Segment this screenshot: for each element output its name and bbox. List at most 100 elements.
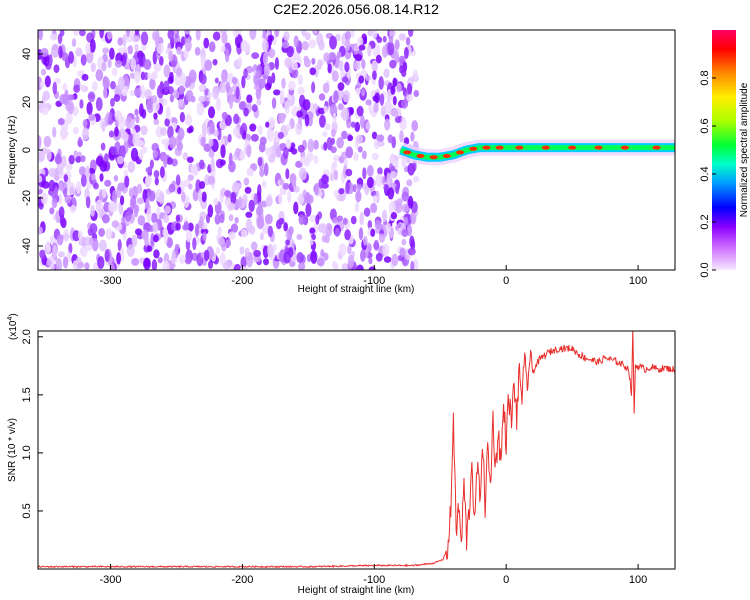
noise-blob xyxy=(259,136,267,146)
noise-blob xyxy=(149,159,154,169)
noise-blob xyxy=(354,53,363,62)
noise-blob xyxy=(39,249,46,259)
noise-blob xyxy=(356,134,364,144)
noise-blob xyxy=(390,107,399,118)
noise-blob xyxy=(40,80,45,89)
noise-blob xyxy=(267,243,274,258)
signal-peak xyxy=(456,150,465,155)
noise-blob xyxy=(291,148,298,155)
noise-blob xyxy=(283,146,289,160)
noise-blob xyxy=(67,100,75,115)
noise-blob xyxy=(207,106,216,119)
noise-blob xyxy=(257,125,263,136)
noise-blob xyxy=(313,155,319,164)
noise-blob xyxy=(309,67,317,76)
noise-blob xyxy=(309,238,314,246)
noise-blob xyxy=(310,250,318,264)
noise-blob xyxy=(69,204,77,213)
noise-blob xyxy=(89,236,94,246)
noise-blob xyxy=(162,214,170,224)
noise-blob xyxy=(101,214,110,224)
noise-blob xyxy=(283,31,290,41)
noise-blob xyxy=(333,155,341,162)
noise-blob xyxy=(58,181,63,192)
noise-blob xyxy=(219,159,226,166)
noise-blob xyxy=(239,246,245,255)
noise-blob xyxy=(412,175,420,183)
noise-blob xyxy=(336,137,344,149)
noise-blob xyxy=(358,75,365,84)
noise-blob xyxy=(178,84,185,95)
noise-blob xyxy=(394,39,400,51)
noise-blob xyxy=(286,46,294,58)
noise-blob xyxy=(127,134,132,149)
noise-blob xyxy=(143,257,151,270)
noise-blob xyxy=(384,118,391,131)
noise-blob xyxy=(313,30,318,35)
noise-blob xyxy=(336,215,344,222)
noise-blob xyxy=(233,113,240,125)
noise-blob xyxy=(148,190,156,202)
noise-blob xyxy=(267,34,275,42)
noise-blob xyxy=(153,170,160,178)
noise-blob xyxy=(188,125,194,133)
noise-blob xyxy=(383,68,390,79)
noise-blob xyxy=(184,114,193,126)
noise-blob xyxy=(282,182,290,190)
noise-blob xyxy=(278,112,287,120)
noise-blob xyxy=(68,242,73,255)
noise-blob xyxy=(367,219,373,230)
noise-blob xyxy=(410,260,415,270)
page-title: C2E2.2026.056.08.14.R12 xyxy=(273,1,439,17)
noise-blob xyxy=(403,137,410,145)
noise-blob xyxy=(168,50,174,62)
noise-blob xyxy=(232,126,240,137)
noise-blob xyxy=(129,196,136,210)
noise-blob xyxy=(73,150,79,158)
noise-blob xyxy=(284,100,291,114)
noise-blob xyxy=(345,168,353,177)
noise-blob xyxy=(147,72,152,80)
noise-blob xyxy=(262,52,269,66)
noise-blob xyxy=(200,136,206,147)
noise-blob xyxy=(136,197,145,205)
noise-blob xyxy=(291,61,299,71)
noise-blob xyxy=(75,156,82,163)
noise-blob xyxy=(134,43,139,51)
spectrogram-noise xyxy=(38,30,420,270)
noise-blob xyxy=(409,235,415,249)
noise-blob xyxy=(381,45,388,58)
noise-blob xyxy=(198,95,206,103)
noise-blob xyxy=(220,44,226,53)
noise-blob xyxy=(184,258,192,265)
noise-blob xyxy=(204,59,213,71)
noise-blob xyxy=(347,244,352,255)
noise-blob xyxy=(263,258,269,266)
noise-blob xyxy=(303,55,309,63)
noise-blob xyxy=(265,121,270,128)
noise-blob xyxy=(113,94,121,102)
noise-blob xyxy=(89,223,98,234)
spectrogram-y-ticks: -40 -20 0 20 40 xyxy=(21,48,43,254)
noise-blob xyxy=(219,252,226,266)
noise-blob xyxy=(208,41,216,53)
noise-blob xyxy=(86,101,93,116)
noise-blob xyxy=(228,231,236,240)
noise-blob xyxy=(207,204,214,218)
noise-blob xyxy=(375,134,384,142)
noise-blob xyxy=(353,152,359,161)
noise-blob xyxy=(175,174,181,186)
noise-blob xyxy=(375,252,383,262)
noise-blob xyxy=(324,123,331,131)
noise-blob xyxy=(263,162,269,177)
noise-blob xyxy=(152,51,158,65)
noise-blob xyxy=(163,154,168,168)
noise-blob xyxy=(324,234,330,244)
snr-y-tick-label: 1.5 xyxy=(21,387,33,402)
noise-blob xyxy=(131,35,140,43)
noise-blob xyxy=(76,70,84,77)
noise-blob xyxy=(338,243,347,257)
noise-blob xyxy=(407,162,415,176)
noise-blob xyxy=(154,177,159,186)
